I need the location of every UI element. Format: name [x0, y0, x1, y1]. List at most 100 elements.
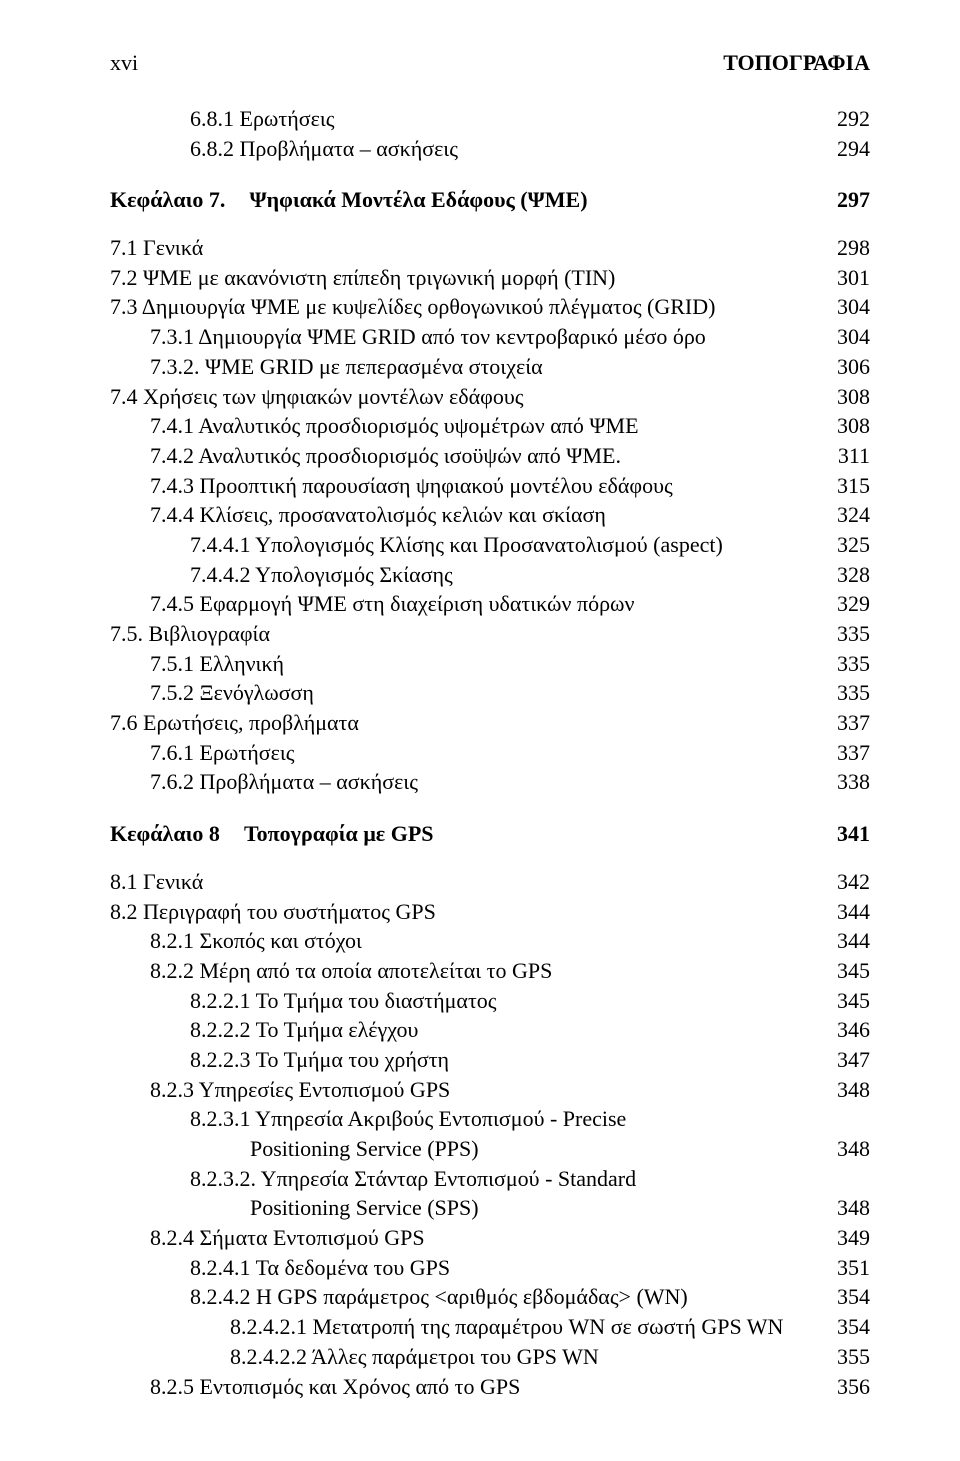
toc-page: 315 — [837, 471, 870, 501]
toc-page: 308 — [837, 382, 870, 412]
toc-label: 7.4.5 Εφαρμογή ΨΜΕ στη διαχείριση υδατικ… — [110, 589, 837, 619]
toc-page: 342 — [837, 867, 870, 897]
toc-entry: 8.2.4.1 Τα δεδομένα του GPS351 — [110, 1253, 870, 1283]
chapter-number: Κεφάλαιο 8 — [110, 819, 220, 849]
toc-page: 349 — [837, 1223, 870, 1253]
toc-label: 6.8.1 Ερωτήσεις — [110, 104, 837, 134]
toc-entry: 7.1 Γενικά298 — [110, 233, 870, 263]
toc-label-cont: Positioning Service (SPS) — [110, 1193, 837, 1223]
toc-entry: 7.4.2 Αναλυτικός προσδιορισμός ισοϋψών α… — [110, 441, 870, 471]
chapter-page: 341 — [837, 819, 870, 849]
toc-label: 7.5.1 Ελληνική — [110, 649, 837, 679]
toc-label: 7.5.2 Ξενόγλωσση — [110, 678, 837, 708]
toc-entry: 7.4.1 Αναλυτικός προσδιορισμός υψομέτρων… — [110, 411, 870, 441]
toc-page: 329 — [837, 589, 870, 619]
toc-label: 8.2.4.2.1 Μετατροπή της παραμέτρου WN σε… — [110, 1312, 837, 1342]
chapter-label: Κεφάλαιο 8 Τοπογραφία με GPS — [110, 819, 837, 849]
header-page-number: xvi — [110, 50, 138, 76]
toc-label: 8.2.3.1 Υπηρεσία Ακριβούς Εντοπισμού - P… — [110, 1104, 870, 1134]
toc-page: 354 — [837, 1282, 870, 1312]
toc-entry: 8.2.2 Μέρη από τα οποία αποτελείται το G… — [110, 956, 870, 986]
toc-page: 345 — [837, 956, 870, 986]
toc-entry: 7.3.2. ΨΜΕ GRID με πεπερασμένα στοιχεία3… — [110, 352, 870, 382]
toc-label: 8.2.2 Μέρη από τα οποία αποτελείται το G… — [110, 956, 837, 986]
toc-label: 8.2 Περιγραφή του συστήματος GPS — [110, 897, 837, 927]
toc-entry: 8.2.3.1 Υπηρεσία Ακριβούς Εντοπισμού - P… — [110, 1104, 870, 1134]
toc-label: 7.4.4.2 Υπολογισμός Σκίασης — [110, 560, 837, 590]
toc-entry: 8.2.2.1 Το Τμήμα του διαστήματος345 — [110, 986, 870, 1016]
toc-entry: 7.2 ΨΜΕ με ακανόνιστη επίπεδη τριγωνική … — [110, 263, 870, 293]
toc-page: 304 — [837, 292, 870, 322]
toc-label: 7.4.3 Προοπτική παρουσίαση ψηφιακού μοντ… — [110, 471, 837, 501]
toc-entry: 8.2.4 Σήματα Εντοπισμού GPS349 — [110, 1223, 870, 1253]
toc-label: 8.2.4.1 Τα δεδομένα του GPS — [110, 1253, 837, 1283]
page: xvi ΤΟΠΟΓΡΑΦΙΑ 6.8.1 Ερωτήσεις2926.8.2 Π… — [0, 0, 960, 1461]
toc-page: 335 — [837, 619, 870, 649]
chapter-title: Ψηφιακά Μοντέλα Εδάφους (ΨΜΕ) — [249, 187, 587, 212]
toc-entry: 6.8.1 Ερωτήσεις292 — [110, 104, 870, 134]
toc-page: 294 — [837, 134, 870, 164]
chapter-heading: Κεφάλαιο 8 Τοπογραφία με GPS 341 — [110, 819, 870, 849]
toc-label: 7.1 Γενικά — [110, 233, 837, 263]
toc-entry: 7.3 Δημιουργία ΨΜΕ με κυψελίδες ορθογωνι… — [110, 292, 870, 322]
chapter-label: Κεφάλαιο 7.Ψηφιακά Μοντέλα Εδάφους (ΨΜΕ) — [110, 185, 837, 215]
toc-entry: 8.2.2.3 Το Τμήμα του χρήστη347 — [110, 1045, 870, 1075]
chapter-heading: Κεφάλαιο 7.Ψηφιακά Μοντέλα Εδάφους (ΨΜΕ)… — [110, 185, 870, 215]
toc-entry: 8.2.4.2.2 Άλλες παράμετροι του GPS WN355 — [110, 1342, 870, 1372]
toc-label: 7.6 Ερωτήσεις, προβλήματα — [110, 708, 837, 738]
toc-page: 308 — [837, 411, 870, 441]
toc-label: 8.2.4 Σήματα Εντοπισμού GPS — [110, 1223, 837, 1253]
toc-entry: 7.4.4.1 Υπολογισμός Κλίσης και Προσανατο… — [110, 530, 870, 560]
toc-entry: 8.2.3 Υπηρεσίες Εντοπισμού GPS348 — [110, 1075, 870, 1105]
toc-page: 356 — [837, 1372, 870, 1402]
toc-entry: 7.6.2 Προβλήματα – ασκήσεις338 — [110, 767, 870, 797]
toc-page: 351 — [837, 1253, 870, 1283]
toc-page: 344 — [837, 897, 870, 927]
toc-label: 6.8.2 Προβλήματα – ασκήσεις — [110, 134, 837, 164]
toc-entry: 7.4.3 Προοπτική παρουσίαση ψηφιακού μοντ… — [110, 471, 870, 501]
toc-label: 7.4.4.1 Υπολογισμός Κλίσης και Προσανατο… — [110, 530, 837, 560]
chapter-title: Τοπογραφία με GPS — [244, 821, 434, 846]
toc-entry: 7.5. Βιβλιογραφία335 — [110, 619, 870, 649]
toc-label: 7.2 ΨΜΕ με ακανόνιστη επίπεδη τριγωνική … — [110, 263, 837, 293]
toc-page: 354 — [837, 1312, 870, 1342]
toc-page: 292 — [837, 104, 870, 134]
toc-entry: 8.2.4.2.1 Μετατροπή της παραμέτρου WN σε… — [110, 1312, 870, 1342]
toc-page: 338 — [837, 767, 870, 797]
toc-entry: 7.4.5 Εφαρμογή ΨΜΕ στη διαχείριση υδατικ… — [110, 589, 870, 619]
toc-entry: 7.4 Χρήσεις των ψηφιακών μοντέλων εδάφου… — [110, 382, 870, 412]
toc-entry: 7.6 Ερωτήσεις, προβλήματα337 — [110, 708, 870, 738]
toc-page: 346 — [837, 1015, 870, 1045]
toc-entry: 8.1 Γενικά342 — [110, 867, 870, 897]
toc-entry: 7.4.4 Κλίσεις, προσανατολισμός κελιών κα… — [110, 500, 870, 530]
toc-page: 348 — [837, 1075, 870, 1105]
chapter-page: 297 — [837, 185, 870, 215]
toc-label: 8.2.3.2. Υπηρεσία Στάνταρ Εντοπισμού - S… — [110, 1164, 870, 1194]
toc-entry: 8.2.1 Σκοπός και στόχοι344 — [110, 926, 870, 956]
toc-entry: 8.2.4.2 Η GPS παράμετρος <αριθμός εβδομά… — [110, 1282, 870, 1312]
toc-page: 348 — [837, 1193, 870, 1223]
toc-entry: 7.5.2 Ξενόγλωσση335 — [110, 678, 870, 708]
toc-label: 8.2.5 Εντοπισμός και Χρόνος από το GPS — [110, 1372, 837, 1402]
toc-label: 7.4.4 Κλίσεις, προσανατολισμός κελιών κα… — [110, 500, 837, 530]
toc-entry: 8.2.3.2. Υπηρεσία Στάνταρ Εντοπισμού - S… — [110, 1164, 870, 1194]
toc-entry-continuation: Positioning Service (PPS)348 — [110, 1134, 870, 1164]
toc-page: 325 — [837, 530, 870, 560]
toc-label: 8.2.4.2 Η GPS παράμετρος <αριθμός εβδομά… — [110, 1282, 837, 1312]
toc-page: 345 — [837, 986, 870, 1016]
toc-entry: 8.2 Περιγραφή του συστήματος GPS344 — [110, 897, 870, 927]
toc-page: 337 — [837, 708, 870, 738]
toc-label: 8.2.3 Υπηρεσίες Εντοπισμού GPS — [110, 1075, 837, 1105]
toc-page: 298 — [837, 233, 870, 263]
toc-page: 328 — [837, 560, 870, 590]
toc-label: 7.4.2 Αναλυτικός προσδιορισμός ισοϋψών α… — [110, 441, 838, 471]
toc-entry: 7.6.1 Ερωτήσεις337 — [110, 738, 870, 768]
toc-entry: 8.2.2.2 Το Τμήμα ελέγχου346 — [110, 1015, 870, 1045]
toc-page: 324 — [837, 500, 870, 530]
toc-entry-continuation: Positioning Service (SPS)348 — [110, 1193, 870, 1223]
toc-page: 355 — [837, 1342, 870, 1372]
toc-page: 347 — [837, 1045, 870, 1075]
toc-label: 7.3 Δημιουργία ΨΜΕ με κυψελίδες ορθογωνι… — [110, 292, 837, 322]
toc-label: 8.2.2.3 Το Τμήμα του χρήστη — [110, 1045, 837, 1075]
toc-label: 8.1 Γενικά — [110, 867, 837, 897]
